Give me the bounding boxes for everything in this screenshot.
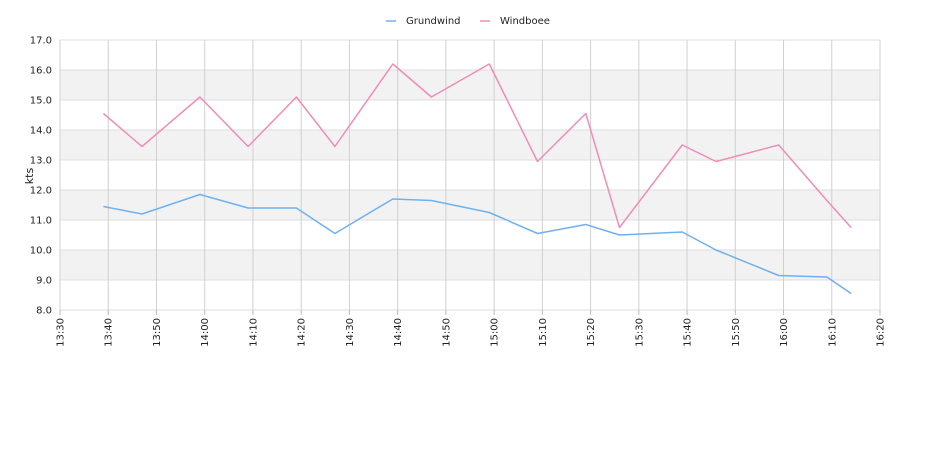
background-band <box>60 160 880 190</box>
y-axis-title: kts <box>23 168 36 185</box>
x-tick-label: 15:20 <box>586 318 597 347</box>
background-band <box>60 100 880 130</box>
x-tick-label: 13:40 <box>104 318 115 347</box>
y-tick-label: 12.0 <box>30 186 52 197</box>
legend: Grundwind Windboee <box>386 16 550 27</box>
x-tick-label: 15:50 <box>731 318 742 347</box>
x-tick-label: 14:20 <box>297 318 308 347</box>
x-tick-label: 15:10 <box>538 318 549 347</box>
x-tick-label: 14:00 <box>200 318 211 347</box>
background-band <box>60 190 880 220</box>
y-tick-label: 13.0 <box>30 156 52 167</box>
x-tick-label: 15:30 <box>634 318 645 347</box>
y-tick-label: 9.0 <box>36 276 52 287</box>
y-tick-label: 14.0 <box>30 126 52 137</box>
y-tick-label: 15.0 <box>30 96 52 107</box>
background-band <box>60 220 880 250</box>
legend-label: Grundwind <box>406 16 461 27</box>
y-tick-label: 11.0 <box>30 216 52 227</box>
x-tick-label: 14:40 <box>393 318 404 347</box>
x-tick-label: 15:40 <box>683 318 694 347</box>
vertical-gridlines <box>59 40 881 315</box>
legend-label: Windboee <box>500 16 550 27</box>
background-band <box>60 280 880 310</box>
x-tick-label: 16:00 <box>779 318 790 347</box>
y-axis-ticks: 8.0 9.0 10.0 11.0 12.0 13.0 14.0 15.0 16.0 17.0 <box>30 36 52 317</box>
background-band <box>60 130 880 160</box>
series-lines <box>102 63 852 295</box>
y-tick-label: 10.0 <box>30 246 52 257</box>
y-tick-label: 8.0 <box>36 306 52 317</box>
y-tick-label: 16.0 <box>30 66 52 77</box>
x-axis-ticks: 13:30 13:40 13:50 14:00 14:10 14:20 14:30 14:40… <box>56 318 887 347</box>
x-tick-label: 14:50 <box>441 318 452 347</box>
y-tick-label: 17.0 <box>30 36 52 47</box>
x-tick-label: 16:10 <box>827 318 838 347</box>
x-tick-label: 13:50 <box>152 318 163 347</box>
x-tick-label: 13:30 <box>56 318 67 347</box>
x-tick-label: 14:30 <box>345 318 356 347</box>
x-tick-label: 15:00 <box>490 318 501 347</box>
background-band <box>60 40 880 70</box>
x-tick-label: 16:20 <box>876 318 887 347</box>
x-tick-label: 14:10 <box>248 318 259 347</box>
background-band <box>60 250 880 280</box>
background-bands <box>60 40 880 310</box>
